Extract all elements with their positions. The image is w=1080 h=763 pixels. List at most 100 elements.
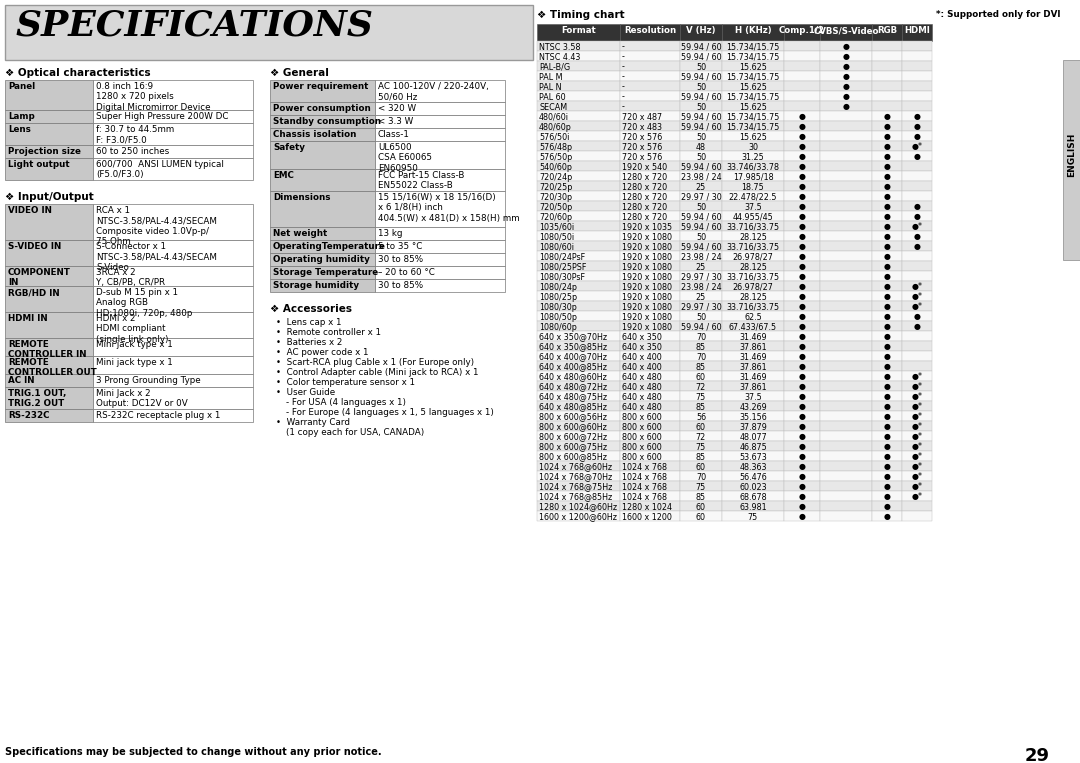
- Text: RGB: RGB: [877, 26, 897, 35]
- Bar: [93, 338, 253, 356]
- Text: 1024 x 768@60Hz: 1024 x 768@60Hz: [539, 462, 612, 472]
- Text: 70: 70: [696, 333, 706, 342]
- Bar: [820, 311, 872, 321]
- Text: S-VIDEO IN: S-VIDEO IN: [8, 242, 62, 251]
- Bar: [820, 471, 872, 481]
- Bar: [723, 381, 784, 391]
- Text: ●*: ●*: [912, 403, 922, 411]
- Bar: [93, 110, 253, 123]
- Bar: [620, 281, 680, 291]
- Bar: [375, 141, 505, 169]
- Text: Format: Format: [562, 26, 596, 35]
- Bar: [872, 151, 902, 161]
- Bar: [902, 461, 932, 471]
- Bar: [620, 61, 680, 71]
- Bar: [93, 158, 253, 180]
- Text: Dimensions: Dimensions: [273, 193, 330, 202]
- Text: 29.97 / 30: 29.97 / 30: [680, 272, 721, 282]
- Bar: [537, 81, 620, 91]
- Bar: [820, 351, 872, 361]
- Bar: [820, 331, 872, 341]
- Bar: [872, 41, 902, 51]
- Text: 72: 72: [696, 433, 706, 442]
- Bar: [872, 241, 902, 251]
- Bar: [820, 261, 872, 271]
- Bar: [723, 81, 784, 91]
- Text: 1024 x 768: 1024 x 768: [622, 492, 667, 501]
- Bar: [872, 251, 902, 261]
- Bar: [537, 181, 620, 191]
- Bar: [270, 279, 375, 292]
- Text: 3 Prong Grounding Type: 3 Prong Grounding Type: [96, 376, 201, 385]
- Text: ❖ Accessories: ❖ Accessories: [270, 304, 352, 314]
- Bar: [620, 421, 680, 431]
- Text: ●: ●: [842, 82, 850, 92]
- Text: 50: 50: [696, 202, 706, 211]
- Bar: [723, 501, 784, 511]
- Bar: [680, 271, 723, 281]
- Bar: [620, 331, 680, 341]
- Bar: [902, 351, 932, 361]
- Text: 33.716/33.75: 33.716/33.75: [727, 272, 780, 282]
- Text: •  Remote controller x 1: • Remote controller x 1: [276, 328, 381, 337]
- Text: ●: ●: [798, 353, 806, 362]
- Bar: [723, 441, 784, 451]
- Text: 800 x 600@56Hz: 800 x 600@56Hz: [539, 413, 607, 421]
- Text: HDMI x 2
HDMI compliant
(single link only): HDMI x 2 HDMI compliant (single link onl…: [96, 314, 168, 344]
- Text: ●*: ●*: [912, 443, 922, 452]
- Bar: [902, 401, 932, 411]
- Bar: [537, 491, 620, 501]
- Bar: [620, 471, 680, 481]
- Bar: [784, 151, 820, 161]
- Text: - For USA (4 languages x 1): - For USA (4 languages x 1): [286, 398, 406, 407]
- Text: 50: 50: [696, 313, 706, 321]
- Text: 15.625: 15.625: [739, 82, 767, 92]
- Text: 1080/25p: 1080/25p: [539, 292, 577, 301]
- Bar: [620, 91, 680, 101]
- Bar: [537, 481, 620, 491]
- Text: AC IN: AC IN: [8, 376, 35, 385]
- Bar: [784, 101, 820, 111]
- Text: ●: ●: [798, 112, 806, 121]
- Bar: [902, 501, 932, 511]
- Bar: [784, 291, 820, 301]
- Bar: [820, 181, 872, 191]
- Bar: [620, 401, 680, 411]
- Text: 33.716/33.75: 33.716/33.75: [727, 243, 780, 252]
- Text: ●: ●: [883, 223, 891, 231]
- Bar: [723, 251, 784, 261]
- Text: ●: ●: [798, 223, 806, 231]
- Text: RS-232C receptacle plug x 1: RS-232C receptacle plug x 1: [96, 411, 220, 420]
- Bar: [537, 111, 620, 121]
- Text: ●: ●: [883, 163, 891, 172]
- Bar: [620, 161, 680, 171]
- Bar: [872, 111, 902, 121]
- Text: D-sub M 15 pin x 1
Analog RGB
HD:1080i, 720p, 480p: D-sub M 15 pin x 1 Analog RGB HD:1080i, …: [96, 288, 192, 318]
- Bar: [902, 471, 932, 481]
- Bar: [872, 451, 902, 461]
- Bar: [537, 291, 620, 301]
- Text: 800 x 600@85Hz: 800 x 600@85Hz: [539, 452, 607, 462]
- Bar: [680, 321, 723, 331]
- Bar: [820, 251, 872, 261]
- Text: 37.5: 37.5: [744, 202, 761, 211]
- Text: FCC Part-15 Class-B
EN55022 Class-B: FCC Part-15 Class-B EN55022 Class-B: [378, 171, 464, 191]
- Text: 56: 56: [696, 413, 706, 421]
- Text: 1080/60p: 1080/60p: [539, 323, 577, 331]
- Bar: [680, 511, 723, 521]
- Text: 70: 70: [696, 353, 706, 362]
- Text: ●: ●: [883, 382, 891, 391]
- Text: ●: ●: [883, 233, 891, 242]
- Text: ●: ●: [883, 272, 891, 282]
- Text: 1080/50i: 1080/50i: [539, 233, 575, 242]
- Text: 1024 x 768: 1024 x 768: [622, 472, 667, 481]
- Text: ●*: ●*: [912, 433, 922, 442]
- Bar: [820, 301, 872, 311]
- Bar: [820, 241, 872, 251]
- Bar: [820, 281, 872, 291]
- Bar: [784, 371, 820, 381]
- Text: 720 x 483: 720 x 483: [622, 123, 662, 131]
- Text: 800 x 600: 800 x 600: [622, 413, 662, 421]
- Text: 1280 x 1024@60Hz: 1280 x 1024@60Hz: [539, 503, 617, 511]
- Bar: [270, 80, 375, 102]
